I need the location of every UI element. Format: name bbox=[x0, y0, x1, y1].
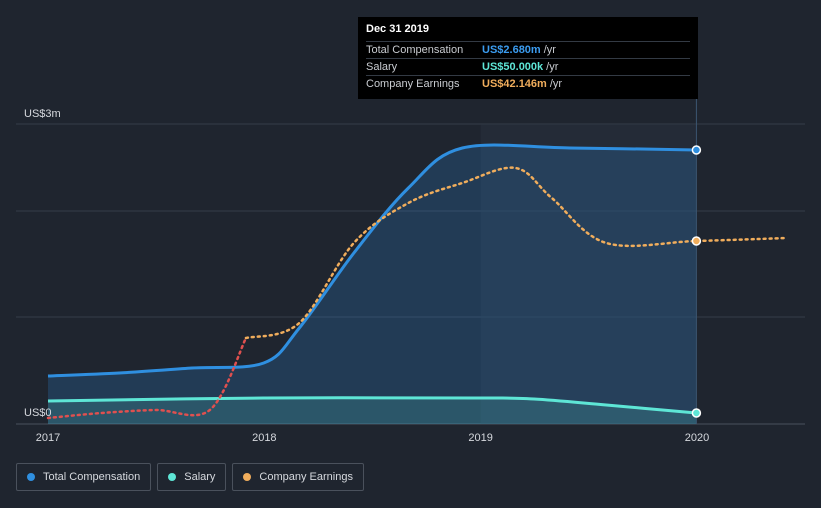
tooltip-row-earnings: Company Earnings US$42.146m /yr bbox=[366, 75, 690, 92]
tooltip-value: US$2.680m bbox=[482, 44, 541, 56]
tooltip-label: Salary bbox=[366, 61, 398, 73]
tooltip-row-salary: Salary US$50.000k /yr bbox=[366, 58, 690, 75]
legend-label: Company Earnings bbox=[259, 471, 353, 483]
company-earnings-line-low bbox=[46, 336, 248, 420]
legend-dot-icon bbox=[27, 473, 35, 481]
total-compensation-line bbox=[47, 143, 697, 378]
company-earnings-marker bbox=[691, 236, 702, 246]
salary-marker bbox=[691, 408, 702, 418]
tooltip-unit: /yr bbox=[543, 44, 556, 56]
total-compensation-area bbox=[48, 144, 697, 425]
tooltip-value: US$50.000k bbox=[482, 61, 544, 73]
legend-dot-icon bbox=[168, 473, 177, 481]
chart-axes: US$3m US$0 2017 2018 2019 2020 bbox=[24, 99, 709, 444]
tooltip-label: Company Earnings bbox=[366, 78, 460, 90]
legend-item-total-compensation[interactable]: Total Compensation bbox=[16, 463, 152, 491]
chart-legend: Total Compensation Salary Company Earnin… bbox=[16, 463, 364, 491]
y-tick-label-bottom: US$0 bbox=[24, 407, 52, 419]
tooltip-value: US$42.146m bbox=[482, 78, 547, 90]
tooltip-label: Total Compensation bbox=[366, 44, 464, 56]
tooltip-row-total: Total Compensation US$2.680m /yr bbox=[366, 41, 690, 58]
legend-item-company-earnings[interactable]: Company Earnings bbox=[232, 463, 364, 491]
chart-series bbox=[46, 143, 789, 425]
legend-dot-icon bbox=[243, 473, 252, 481]
legend-item-salary[interactable]: Salary bbox=[157, 463, 227, 491]
x-tick-label: 2018 bbox=[252, 432, 276, 444]
hover-band bbox=[480, 124, 697, 424]
legend-label: Salary bbox=[184, 471, 216, 483]
x-tick-label: 2020 bbox=[685, 432, 709, 444]
tooltip-date: Dec 31 2019 bbox=[366, 23, 429, 35]
y-tick-label-top: US$3m bbox=[24, 108, 61, 120]
tooltip-unit: /yr bbox=[546, 61, 559, 73]
salary-area bbox=[48, 397, 697, 424]
x-tick-label: 2017 bbox=[36, 432, 60, 444]
compensation-chart: US$3m US$0 2017 2018 2019 2020 bbox=[16, 99, 805, 444]
company-earnings-line bbox=[244, 166, 789, 340]
grid-lines bbox=[16, 123, 805, 425]
tooltip: Dec 31 2019 Total Compensation US$2.680m… bbox=[358, 17, 698, 99]
legend-label: Total Compensation bbox=[43, 471, 141, 483]
salary-line bbox=[47, 396, 697, 415]
x-tick-label: 2019 bbox=[468, 432, 492, 444]
tooltip-unit: /yr bbox=[549, 78, 563, 90]
total-compensation-marker bbox=[691, 145, 702, 155]
